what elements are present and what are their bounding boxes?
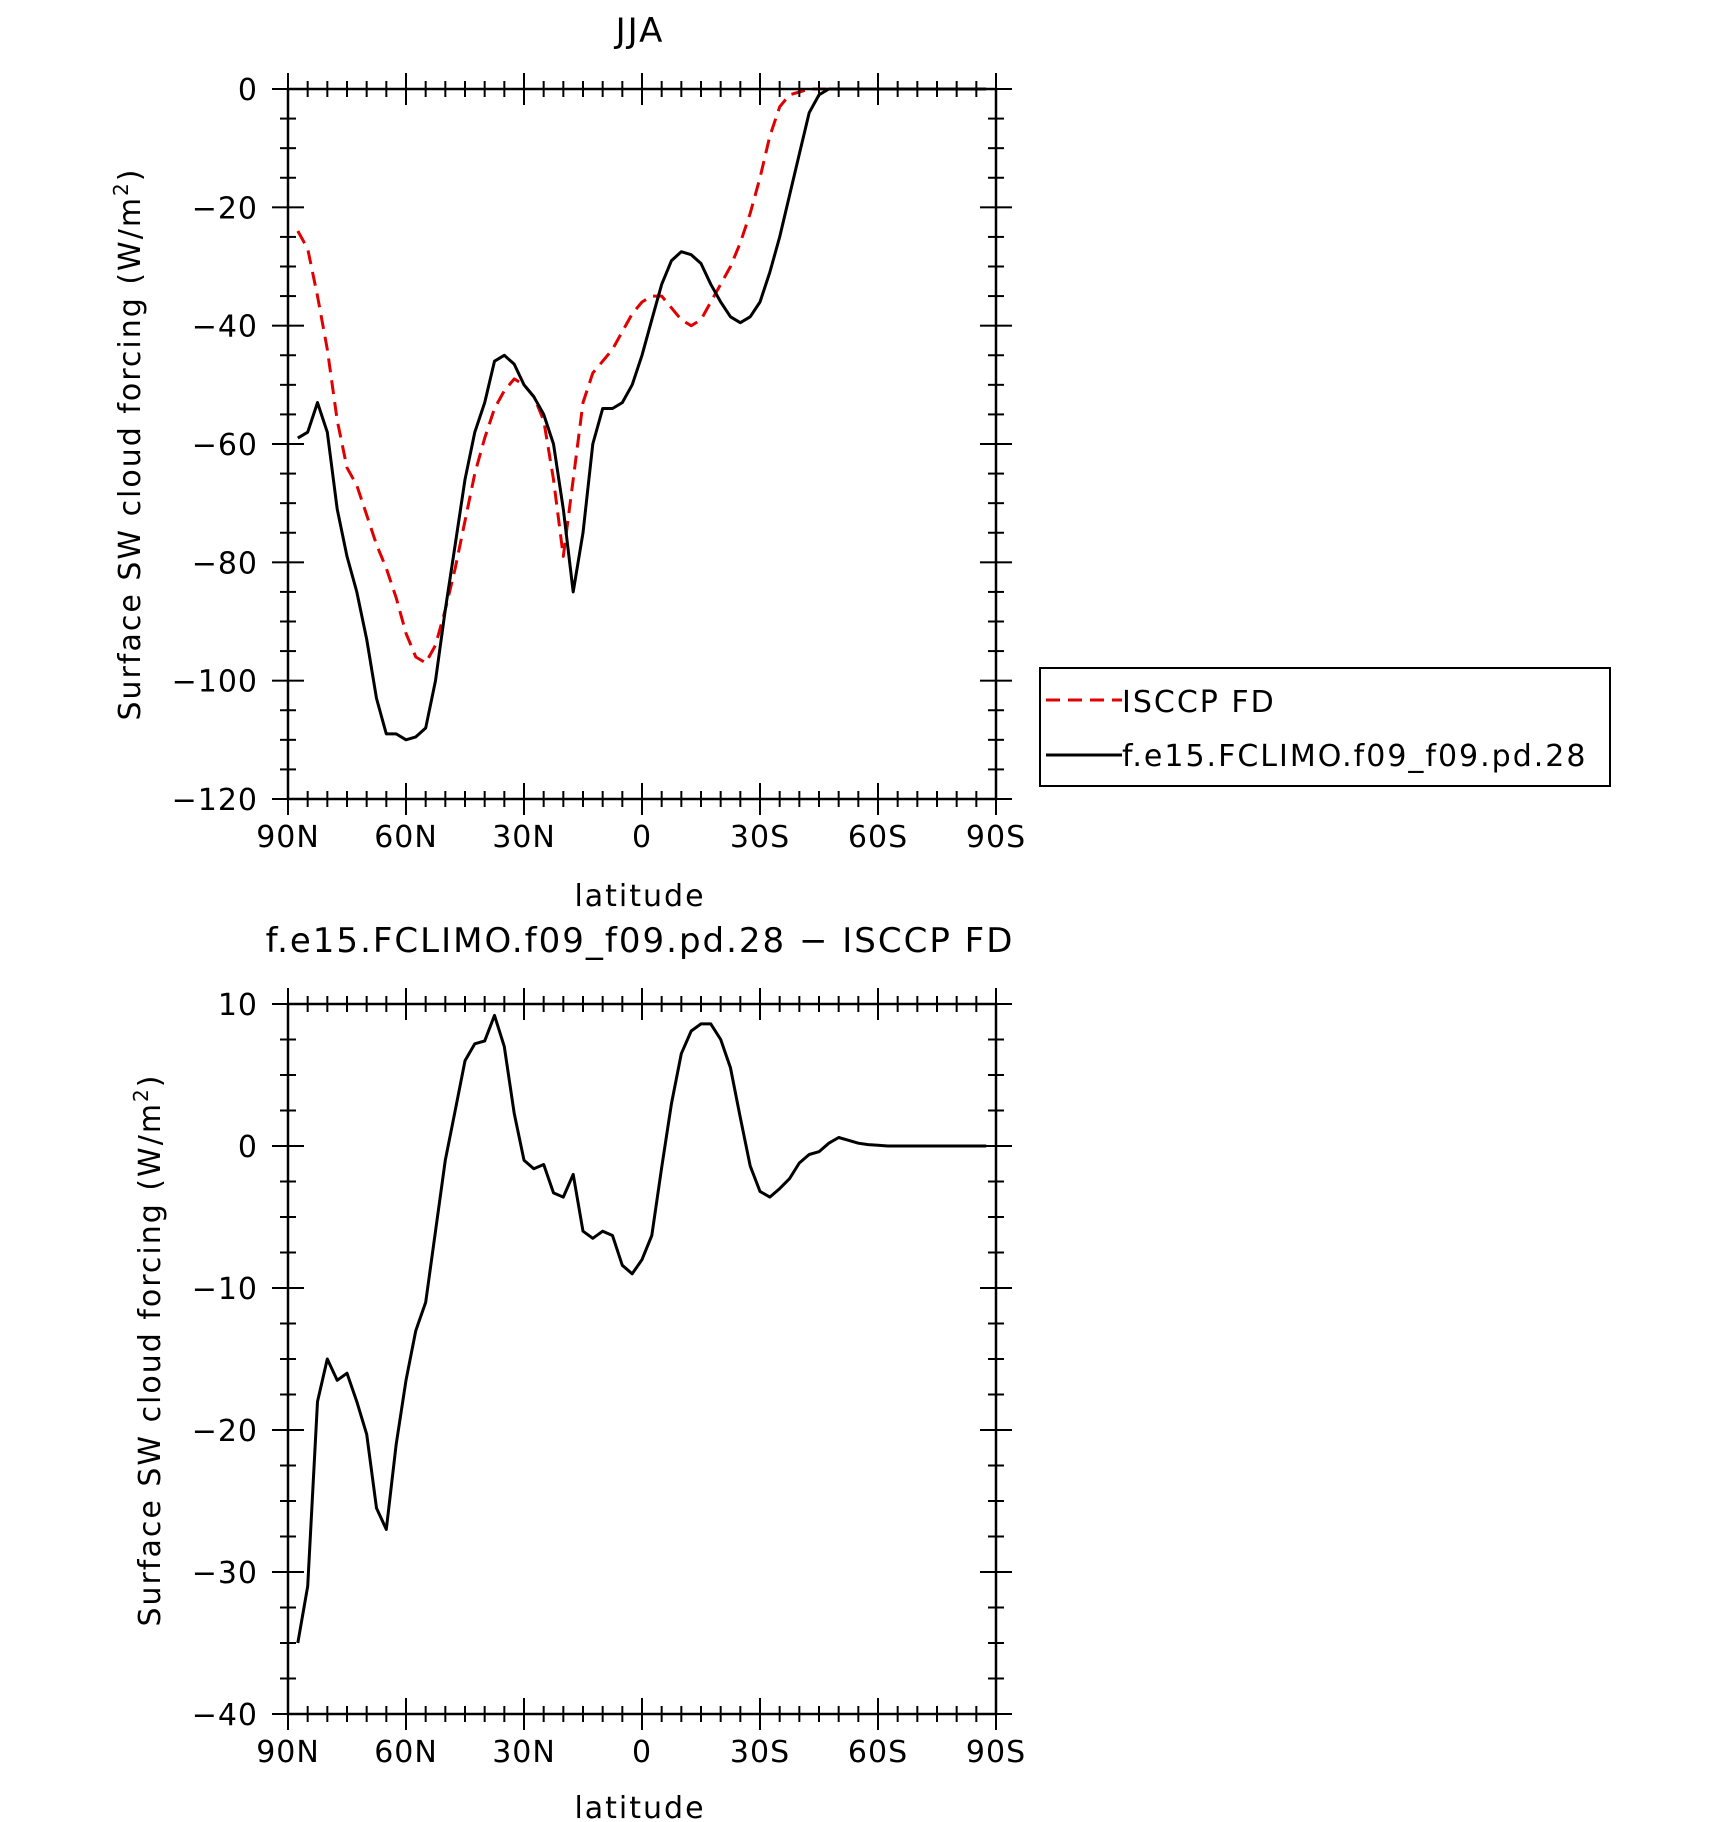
top-y-axis-title-end: ) (113, 167, 148, 181)
bottom-x-tick-label: 90N (256, 1735, 320, 1770)
bottom-y-axis-title-end: ) (133, 1073, 168, 1087)
bottom-y-tick-label: −10 (192, 1272, 258, 1307)
top-y-tick-label: 0 (238, 73, 258, 108)
top-y-tick-label: −20 (192, 191, 258, 226)
bottom-x-tick-label: 90S (966, 1735, 1026, 1770)
legend: ISCCP FD f.e15.FCLIMO.f09_f09.pd.28 (1039, 667, 1611, 787)
top-series-line-0 (296, 87, 987, 665)
top-chart-panel: JJA 90N 60N 30N 0 30S 60S 90S 0 −20 −40 −60 −80 −100… (109, 11, 1611, 914)
legend-label-model: f.e15.FCLIMO.f09_f09.pd.28 (1122, 739, 1587, 774)
bottom-x-axis-title: latitude (574, 1791, 705, 1822)
bottom-y-tick-label: −20 (192, 1414, 258, 1449)
top-y-axis-title-sup: 2 (109, 181, 133, 196)
top-x-tick-label: 0 (632, 820, 652, 855)
bottom-y-axis-title: Surface SW cloud forcing (W/m2) (129, 1073, 168, 1626)
bottom-y-tick-label: −40 (192, 1698, 258, 1733)
top-y-tick-label: −120 (172, 783, 258, 818)
top-y-tick-label: −60 (192, 428, 258, 463)
bottom-chart-title: f.e15.FCLIMO.f09_f09.pd.28 − ISCCP FD (266, 921, 1015, 961)
bottom-chart-panel: f.e15.FCLIMO.f09_f09.pd.28 − ISCCP FD 90… (129, 921, 1026, 1822)
bottom-plot-frame (286, 1002, 998, 1716)
bottom-y-tick-label: −30 (192, 1556, 258, 1591)
bottom-x-tick-label: 30N (492, 1735, 556, 1770)
bottom-x-tick-label: 60N (374, 1735, 438, 1770)
top-x-tick-label: 60N (374, 820, 438, 855)
bottom-y-tick-label: 0 (238, 1130, 258, 1165)
top-y-tick-label: −80 (192, 546, 258, 581)
bottom-series-line-0 (296, 1013, 987, 1644)
top-x-tick-label: 90N (256, 820, 320, 855)
bottom-x-tick-label: 60S (848, 1735, 908, 1770)
top-y-tick-label: −100 (172, 665, 258, 700)
bottom-y-axis-title-sup: 2 (129, 1087, 153, 1102)
top-x-axis-title: latitude (574, 879, 705, 914)
top-x-tick-label: 30S (730, 820, 790, 855)
bottom-x-tick-label: 0 (632, 1735, 652, 1770)
legend-label-isccp: ISCCP FD (1122, 685, 1276, 720)
top-x-tick-label: 90S (966, 820, 1026, 855)
legend-box (1039, 667, 1611, 787)
top-y-tick-label: −40 (192, 310, 258, 345)
top-plot-frame (286, 87, 998, 801)
top-y-axis-title: Surface SW cloud forcing (W/m2) (109, 167, 148, 720)
top-y-axis-title-main: Surface SW cloud forcing (W/m (113, 196, 148, 721)
top-chart-title: JJA (614, 11, 665, 51)
bottom-y-tick-label: 10 (218, 988, 258, 1023)
bottom-x-tick-label: 30S (730, 1735, 790, 1770)
bottom-y-axis-title-main: Surface SW cloud forcing (W/m (133, 1102, 168, 1627)
top-x-tick-label: 30N (492, 820, 556, 855)
top-series-line-1 (297, 87, 987, 742)
top-x-tick-label: 60S (848, 820, 908, 855)
